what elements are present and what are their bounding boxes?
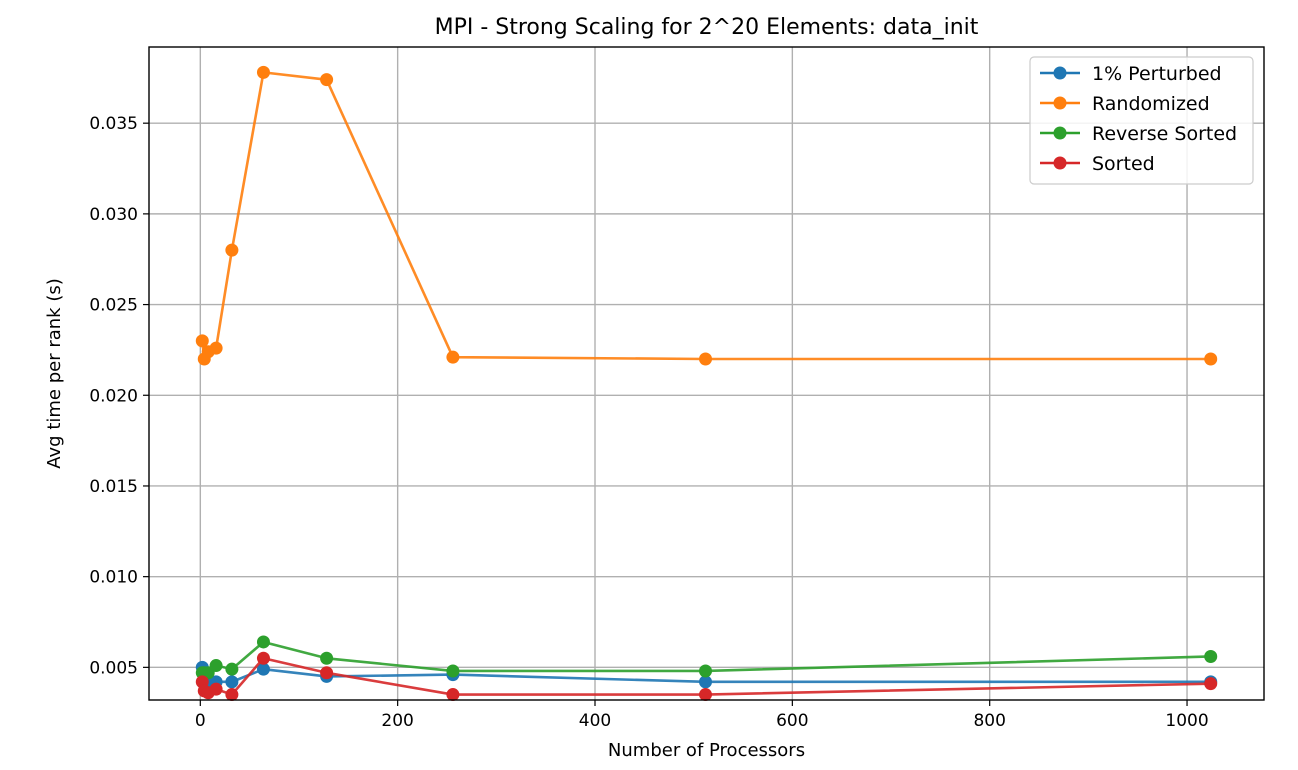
data-point: [209, 659, 223, 673]
legend-label: Sorted: [1092, 153, 1155, 175]
y-axis-label: Avg time per rank (s): [44, 278, 65, 468]
data-point: [699, 664, 713, 678]
legend-marker: [1053, 126, 1067, 140]
legend-item: Sorted: [1040, 153, 1155, 175]
data-point: [446, 664, 460, 678]
series-sorted: [195, 651, 1218, 702]
y-axis-ticks: 0.005 0.010 0.015 0.020 0.025 0.030 0.035: [89, 114, 149, 678]
data-point: [699, 675, 713, 689]
data-point: [195, 334, 209, 348]
plot-area-frame: [148, 46, 1265, 701]
x-tick-label: 0: [195, 711, 206, 731]
x-tick-label: 1000: [1165, 711, 1208, 731]
legend-marker: [1053, 96, 1067, 110]
data-point: [256, 651, 270, 665]
legend: 1% Perturbed Randomized Reverse Sorted Sort…: [1029, 56, 1254, 185]
data-point: [209, 682, 223, 696]
data-point: [225, 675, 239, 689]
x-tick-label: 200: [381, 711, 413, 731]
series-group: [195, 65, 1218, 702]
data-point: [1204, 677, 1218, 691]
legend-marker: [1053, 66, 1067, 80]
legend-marker: [1053, 156, 1067, 170]
y-tick-label: 0.015: [89, 477, 138, 497]
x-axis-label: Number of Processors: [608, 740, 805, 761]
x-tick-label: 400: [579, 711, 611, 731]
data-point: [1204, 352, 1218, 366]
y-tick-label: 0.020: [89, 386, 138, 406]
y-tick-label: 0.010: [89, 568, 138, 588]
legend-box: [1029, 56, 1254, 185]
data-point: [225, 662, 239, 676]
legend-label: 1% Perturbed: [1092, 63, 1222, 85]
data-point: [1204, 649, 1218, 663]
data-point: [446, 688, 460, 702]
data-point: [225, 243, 239, 257]
y-tick-label: 0.030: [89, 205, 138, 225]
data-point: [699, 688, 713, 702]
data-point: [699, 352, 713, 366]
data-point: [225, 688, 239, 702]
data-point: [320, 666, 334, 680]
y-tick-label: 0.035: [89, 114, 138, 134]
data-point: [320, 73, 334, 87]
data-point: [446, 350, 460, 364]
chart-title: MPI - Strong Scaling for 2^20 Elements: …: [435, 15, 979, 40]
y-tick-label: 0.005: [89, 658, 138, 678]
x-axis-ticks: 0 200 400 600 800 1000: [195, 700, 1209, 731]
legend-item: 1% Perturbed: [1040, 63, 1222, 85]
data-point: [209, 341, 223, 355]
legend-item: Randomized: [1040, 93, 1210, 115]
data-point: [256, 662, 270, 676]
series-randomized: [195, 65, 1218, 366]
legend-label: Reverse Sorted: [1092, 123, 1237, 145]
series-reverse-sorted: [195, 635, 1218, 680]
data-point: [256, 635, 270, 649]
x-tick-label: 600: [776, 711, 808, 731]
data-point: [320, 651, 334, 665]
y-tick-label: 0.025: [89, 296, 138, 316]
data-point: [256, 65, 270, 79]
x-tick-label: 800: [973, 711, 1005, 731]
legend-item: Reverse Sorted: [1040, 123, 1237, 145]
legend-label: Randomized: [1092, 93, 1210, 115]
